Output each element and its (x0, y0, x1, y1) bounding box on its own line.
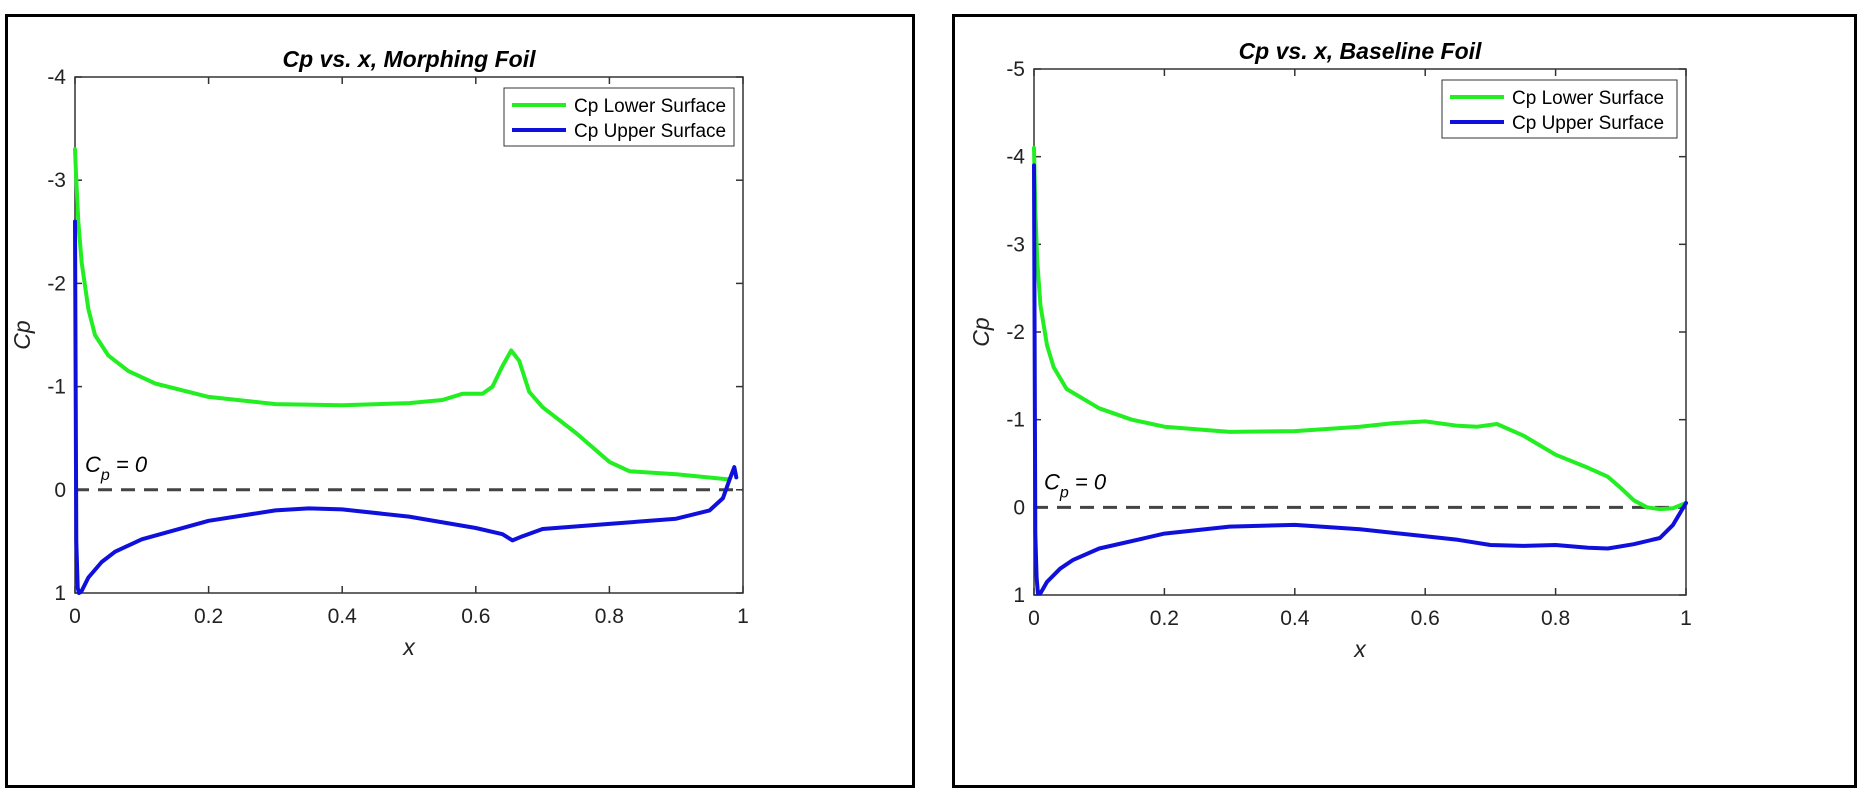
y-tick-label: 1 (1013, 584, 1025, 607)
x-tick-label: 0 (69, 605, 81, 628)
x-axis-label: x (402, 634, 416, 660)
legend-label-lower-surface: Cp Lower Surface (574, 96, 726, 117)
y-tick-label: -1 (1006, 409, 1025, 432)
x-tick-label: 1 (1680, 607, 1692, 630)
legend-label-upper-surface: Cp Upper Surface (1512, 113, 1664, 134)
chart-title: Cp vs. x, Morphing Foil (283, 46, 537, 72)
x-tick-label: 0.8 (595, 605, 624, 628)
y-tick-label: -4 (47, 66, 66, 89)
x-tick-label: 0.2 (1150, 607, 1179, 630)
legend-label-upper-surface: Cp Upper Surface (574, 121, 726, 142)
x-tick-label: 0.2 (194, 605, 223, 628)
x-tick-label: 1 (737, 605, 749, 628)
x-tick-label: 0.6 (461, 605, 490, 628)
annotation-subscript: p (100, 467, 110, 484)
legend-box (1441, 79, 1678, 139)
y-tick-label: 1 (54, 582, 66, 605)
legend-box (503, 87, 735, 147)
y-tick-label: 0 (54, 479, 66, 502)
annotation-subscript: p (1059, 484, 1069, 501)
chart-title: Cp vs. x, Baseline Foil (1239, 38, 1482, 64)
y-tick-label: -3 (1006, 233, 1025, 256)
chart-panel-baseline: Cp vs. x, Baseline Foil -5 -4 -3 -2 -1 0 1 0 0.2 0… (952, 14, 1857, 788)
y-tick-label: -2 (1006, 321, 1025, 344)
x-tick-label: 0.6 (1411, 607, 1440, 630)
x-tick-label: 0.4 (328, 605, 358, 628)
y-tick-label: -4 (1006, 146, 1025, 169)
annotation-main: C (1044, 469, 1060, 494)
series-line-lower-surface (73, 147, 732, 482)
axes-box (1033, 68, 1687, 596)
series-line-lower-surface (1032, 145, 1688, 512)
y-axis-label: Cp (968, 317, 994, 347)
x-tick-label: 0.8 (1541, 607, 1570, 630)
annotation-rest: = 0 (1069, 469, 1107, 494)
zero-line-annotation: Cp = 0 (85, 452, 148, 484)
legend-label-lower-surface: Cp Lower Surface (1512, 88, 1664, 109)
y-tick-label: -3 (47, 169, 66, 192)
y-axis-label: Cp (9, 320, 35, 350)
y-tick-label: -5 (1006, 58, 1025, 81)
y-tick-label: 0 (1013, 496, 1025, 519)
series-line-upper-surface (73, 219, 739, 595)
series-line-upper-surface (1032, 163, 1688, 596)
y-tick-label: -2 (47, 272, 66, 295)
annotation-main: C (85, 452, 101, 477)
x-tick-label: 0.4 (1280, 607, 1310, 630)
chart-panel-morphing: Cp vs. x, Morphing Foil -4 -3 -2 -1 0 1 0 0.2 0.4… (5, 14, 915, 788)
x-tick-label: 0 (1028, 607, 1040, 630)
zero-line-annotation: Cp = 0 (1044, 469, 1107, 501)
y-tick-label: -1 (47, 376, 66, 399)
annotation-rest: = 0 (110, 452, 148, 477)
x-axis-label: x (1353, 636, 1367, 662)
